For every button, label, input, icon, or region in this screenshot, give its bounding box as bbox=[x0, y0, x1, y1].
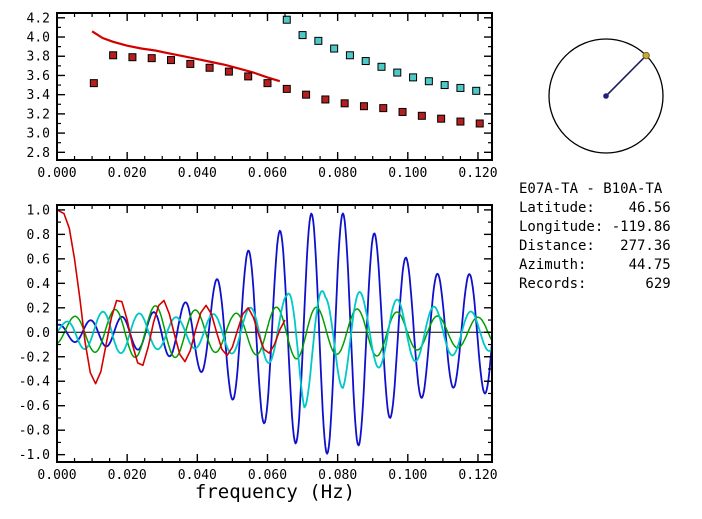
cyan-dispersion-points-marker bbox=[424, 77, 433, 86]
cyan-dispersion-points-marker bbox=[282, 15, 291, 24]
dial-circle bbox=[548, 38, 664, 154]
x-tick-label: 0.120 bbox=[458, 468, 497, 483]
cyan-dispersion-points-marker bbox=[361, 57, 370, 66]
cyan-dispersion-points-marker bbox=[409, 73, 418, 82]
azimuth-line bbox=[605, 54, 647, 97]
cyan-dispersion-points-marker bbox=[314, 36, 323, 45]
cyan-dispersion-points-marker bbox=[377, 62, 386, 71]
dial-center-dot bbox=[603, 93, 609, 99]
y-tick-label: 4.2 bbox=[27, 11, 50, 26]
x-tick-label: 0.100 bbox=[388, 468, 427, 483]
x-tick-label: 0.060 bbox=[248, 166, 287, 181]
red-dispersion-points-marker bbox=[302, 90, 311, 99]
red-waveform-path bbox=[57, 209, 286, 385]
info-line: Distance: 277.36 bbox=[519, 238, 671, 254]
red-dispersion-points-marker bbox=[417, 111, 426, 120]
waveform-plot[interactable]: 0.000 0.020 0.040 0.060 0.080 0.100 0.120 -1.0 -… bbox=[0, 185, 510, 485]
dispersion-plot[interactable]: 0.000 0.020 0.040 0.060 0.080 0.100 0.120 2.8 3.… bbox=[0, 0, 510, 185]
red-dispersion-points-marker bbox=[186, 59, 195, 68]
x-tick-label: 0.000 bbox=[37, 166, 76, 181]
x-tick-label: 0.100 bbox=[388, 166, 427, 181]
x-tick-label: 0.120 bbox=[458, 166, 497, 181]
x-tick-label: 0.020 bbox=[108, 468, 147, 483]
red-dispersion-points-marker bbox=[379, 104, 388, 113]
red-dispersion-points-marker bbox=[340, 99, 349, 108]
cyan-dispersion-points-marker bbox=[456, 83, 465, 92]
cyan-dispersion-points-marker bbox=[472, 86, 481, 95]
plot-frame bbox=[56, 204, 493, 463]
red-dispersion-points-marker bbox=[128, 53, 137, 62]
y-tick-label: 0.4 bbox=[27, 277, 51, 292]
x-tick-label: 0.020 bbox=[108, 166, 147, 181]
plot-frame bbox=[56, 12, 493, 161]
red-dispersion-points-marker bbox=[321, 95, 330, 104]
y-tick-label: 3.0 bbox=[27, 127, 50, 142]
red-dispersion-points-marker bbox=[224, 67, 233, 76]
y-tick-label: 3.8 bbox=[27, 50, 50, 65]
cyan-dispersion-points-marker bbox=[298, 31, 307, 40]
info-line: Latitude: 46.56 bbox=[519, 200, 671, 216]
y-tick-label: 3.2 bbox=[27, 107, 50, 122]
red-dispersion-points-marker bbox=[398, 107, 407, 116]
red-dispersion-points-marker bbox=[437, 114, 446, 123]
y-tick-label: 0.6 bbox=[27, 252, 50, 267]
red-dispersion-points-marker bbox=[89, 79, 98, 88]
azimuth-marker-dot bbox=[642, 51, 650, 60]
red-dispersion-points-marker bbox=[282, 84, 291, 93]
info-line: E07A-TA - B10A-TA bbox=[519, 181, 663, 197]
green-waveform-path bbox=[57, 305, 492, 360]
azimuth-dial bbox=[548, 38, 664, 154]
y-tick-label: -0.6 bbox=[19, 399, 50, 414]
cyan-dispersion-points-marker bbox=[345, 51, 354, 60]
y-tick-label: 0.8 bbox=[27, 228, 50, 243]
red-dispersion-points-marker bbox=[147, 54, 156, 63]
red-dispersion-points-marker bbox=[359, 102, 368, 111]
red-dispersion-line-path bbox=[91, 30, 281, 83]
x-tick-label: 0.080 bbox=[318, 468, 357, 483]
cyan-dispersion-points-marker bbox=[393, 68, 402, 77]
x-tick-label: 0.080 bbox=[318, 166, 357, 181]
y-tick-label: 0.2 bbox=[27, 301, 50, 316]
red-dispersion-points-marker bbox=[167, 56, 176, 65]
x-tick-label: 0.040 bbox=[178, 166, 217, 181]
info-line: Azimuth: 44.75 bbox=[519, 257, 671, 273]
red-dispersion-points-marker bbox=[205, 63, 214, 72]
y-tick-label: -0.4 bbox=[19, 375, 50, 390]
y-tick-label: 2.8 bbox=[27, 146, 50, 161]
red-dispersion-points-marker bbox=[456, 117, 465, 126]
x-tick-label: 0.060 bbox=[248, 468, 287, 483]
y-tick-label: 4.0 bbox=[27, 31, 50, 46]
y-tick-label: -0.8 bbox=[19, 424, 50, 439]
red-dispersion-points-marker bbox=[263, 79, 272, 88]
info-line: Records: 629 bbox=[519, 276, 671, 292]
y-tick-label: -0.2 bbox=[19, 350, 50, 365]
red-dispersion-points-marker bbox=[109, 51, 118, 60]
cyan-waveform-path bbox=[57, 290, 492, 409]
y-tick-label: 0.0 bbox=[27, 326, 50, 341]
y-tick-label: 3.6 bbox=[27, 69, 50, 84]
x-tick-label: 0.040 bbox=[178, 468, 217, 483]
x-axis-title: frequency (Hz) bbox=[194, 481, 356, 503]
y-tick-label: -1.0 bbox=[19, 448, 50, 463]
y-tick-label: 3.4 bbox=[27, 88, 51, 103]
x-tick-label: 0.000 bbox=[37, 468, 76, 483]
station-info-block: E07A-TA - B10A-TA Latitude: 46.56 Longitud… bbox=[519, 180, 671, 294]
cyan-dispersion-points-marker bbox=[330, 44, 339, 53]
y-tick-label: 1.0 bbox=[27, 203, 50, 218]
info-line: Longitude: -119.86 bbox=[519, 219, 671, 235]
cyan-dispersion-points-marker bbox=[440, 81, 449, 90]
red-dispersion-points-marker bbox=[475, 119, 484, 128]
red-dispersion-points-marker bbox=[244, 72, 253, 81]
